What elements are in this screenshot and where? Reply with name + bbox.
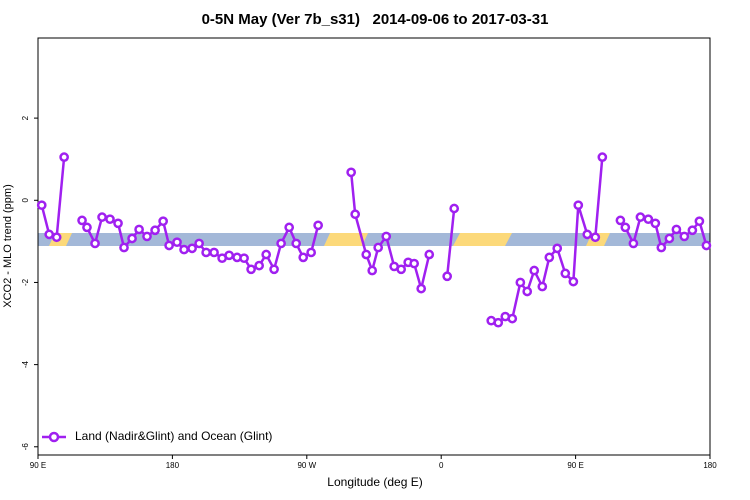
legend-label: Land (Nadir&Glint) and Ocean (Glint) bbox=[75, 429, 272, 443]
data-point bbox=[635, 212, 646, 222]
data-point bbox=[442, 271, 453, 282]
data-point bbox=[142, 231, 152, 242]
y-tick-label: 2 bbox=[21, 115, 30, 120]
data-point bbox=[77, 215, 87, 226]
data-point bbox=[59, 152, 69, 162]
data-point bbox=[671, 224, 682, 235]
land-ocean-band bbox=[38, 233, 710, 246]
data-point bbox=[694, 216, 705, 227]
data-point bbox=[687, 225, 698, 236]
data-point bbox=[515, 277, 526, 288]
chart-title: 0-5N May (Ver 7b_s31) 2014-09-06 to 2017… bbox=[202, 11, 549, 28]
data-point bbox=[82, 222, 92, 233]
data-point bbox=[409, 258, 420, 269]
data-point bbox=[560, 268, 571, 279]
data-point bbox=[449, 203, 460, 214]
data-point bbox=[620, 222, 631, 233]
data-point bbox=[416, 283, 427, 294]
data-point bbox=[664, 233, 675, 244]
data-point bbox=[276, 238, 286, 249]
data-point bbox=[529, 265, 540, 276]
data-point bbox=[97, 212, 107, 222]
data-point bbox=[679, 231, 690, 242]
data-point bbox=[172, 237, 182, 248]
data-point bbox=[650, 218, 661, 229]
data-point bbox=[424, 249, 435, 260]
data-point bbox=[544, 252, 555, 263]
data-point bbox=[568, 276, 579, 287]
data-point bbox=[51, 232, 62, 243]
data-point bbox=[701, 240, 712, 251]
data-point bbox=[44, 229, 55, 240]
data-point bbox=[224, 250, 234, 261]
x-tick-label: 90 E bbox=[30, 461, 46, 470]
data-point bbox=[373, 242, 384, 253]
data-point bbox=[119, 242, 129, 253]
data-point bbox=[537, 281, 548, 292]
data-point bbox=[582, 229, 593, 240]
data-point bbox=[284, 222, 295, 233]
data-point bbox=[269, 264, 279, 275]
data-point bbox=[261, 249, 272, 260]
data-point bbox=[90, 238, 100, 249]
ocean-band bbox=[38, 233, 710, 246]
data-point bbox=[209, 247, 219, 258]
data-point bbox=[187, 243, 197, 254]
x-tick-label: 0 bbox=[439, 461, 444, 470]
data-point bbox=[158, 216, 168, 227]
x-axis-label: Longitude (deg E) bbox=[327, 475, 422, 489]
data-point bbox=[350, 209, 361, 220]
data-point bbox=[643, 214, 654, 225]
data-point bbox=[291, 238, 302, 249]
data-point bbox=[246, 264, 256, 275]
y-tick-label: 0 bbox=[21, 198, 30, 203]
data-point bbox=[361, 249, 372, 260]
data-point bbox=[306, 247, 316, 258]
data-point bbox=[179, 244, 189, 255]
data-point bbox=[164, 240, 174, 251]
y-axis-label: XCO2 - MLO trend (ppm) bbox=[2, 184, 14, 307]
data-point bbox=[239, 253, 249, 264]
data-point bbox=[597, 152, 608, 162]
data-point bbox=[628, 238, 639, 249]
data-point bbox=[590, 232, 601, 243]
data-point bbox=[36, 200, 47, 211]
y-tick-label: -6 bbox=[21, 443, 30, 451]
data-point bbox=[552, 243, 563, 254]
data-point bbox=[134, 224, 144, 235]
data-point bbox=[113, 218, 123, 229]
land-segment bbox=[453, 233, 512, 246]
legend-marker bbox=[48, 431, 60, 443]
data-point bbox=[254, 260, 265, 271]
data-point bbox=[127, 233, 137, 244]
data-point bbox=[381, 231, 392, 242]
data-point bbox=[493, 317, 504, 328]
x-tick-label: 90 E bbox=[567, 461, 583, 470]
data-point bbox=[615, 215, 626, 226]
data-point bbox=[573, 200, 584, 211]
data-point bbox=[105, 214, 115, 225]
land-segment bbox=[324, 233, 368, 246]
data-point bbox=[201, 247, 211, 258]
legend: Land (Nadir&Glint) and Ocean (Glint) bbox=[42, 429, 272, 443]
y-tick-label: -4 bbox=[21, 361, 30, 369]
data-point bbox=[194, 238, 204, 249]
data-point bbox=[656, 242, 667, 253]
x-tick-label: 180 bbox=[166, 461, 180, 470]
y-tick-label: -2 bbox=[21, 278, 30, 286]
data-point bbox=[396, 264, 407, 275]
data-point bbox=[346, 167, 357, 178]
x-tick-label: 180 bbox=[703, 461, 717, 470]
data-point bbox=[298, 252, 309, 263]
data-point bbox=[367, 265, 378, 276]
data-point bbox=[313, 220, 323, 231]
data-point bbox=[150, 225, 160, 236]
data-point bbox=[522, 286, 533, 297]
data-point bbox=[507, 313, 518, 324]
x-tick-label: 90 W bbox=[297, 461, 316, 470]
